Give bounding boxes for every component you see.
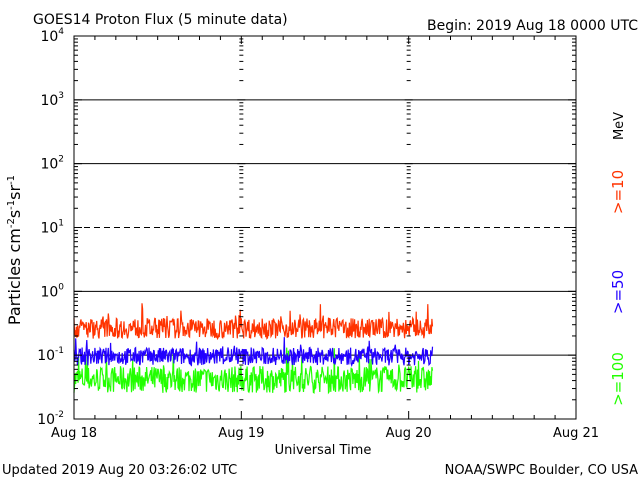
y-tick-label-exponent: -1 bbox=[55, 346, 64, 356]
y-tick-label-base: 10 bbox=[37, 412, 55, 428]
y-tick-label-exponent: 0 bbox=[58, 282, 64, 292]
updated-timestamp: Updated 2019 Aug 20 03:26:02 UTC bbox=[2, 463, 237, 478]
y-axis-label: Particles cm-2s-1sr-1 bbox=[5, 175, 24, 325]
series-traces bbox=[73, 303, 434, 395]
y-tick-label-base: 10 bbox=[40, 29, 58, 45]
y-tick-label: 102 bbox=[40, 155, 64, 173]
x-tick-label: Aug 19 bbox=[218, 426, 264, 441]
y-tick-label-base: 10 bbox=[40, 93, 58, 109]
y-tick-label: 104 bbox=[40, 27, 64, 45]
chart-title: GOES14 Proton Flux (5 minute data) bbox=[33, 12, 288, 28]
legend: MeV >=10 >=50 >=100 bbox=[609, 112, 627, 406]
axes bbox=[73, 35, 577, 420]
y-tick-label: 10-1 bbox=[37, 346, 64, 364]
source-attribution: NOAA/SWPC Boulder, CO USA bbox=[445, 463, 638, 478]
series-line bbox=[73, 337, 434, 368]
y-tick-label: 100 bbox=[40, 282, 64, 300]
y-tick-label-exponent: 4 bbox=[58, 27, 64, 37]
y-tick-label: 101 bbox=[40, 219, 64, 237]
begin-label: Begin: 2019 Aug 18 0000 UTC bbox=[427, 18, 638, 34]
y-tick-label-base: 10 bbox=[40, 157, 58, 173]
y-tick-label-exponent: 2 bbox=[58, 155, 64, 165]
y-tick-label: 103 bbox=[40, 91, 64, 109]
y-tick-label-exponent: 1 bbox=[58, 219, 64, 229]
legend-series-ge10: >=10 bbox=[609, 170, 627, 214]
legend-series-ge100: >=100 bbox=[609, 352, 627, 406]
series-line bbox=[73, 303, 434, 341]
y-tick-label-base: 10 bbox=[40, 284, 58, 300]
legend-series-ge50: >=50 bbox=[609, 270, 627, 314]
y-tick-label-exponent: 3 bbox=[58, 91, 64, 101]
legend-unit-mev: MeV bbox=[612, 112, 627, 140]
y-tick-label-base: 10 bbox=[37, 348, 55, 364]
y-tick-label: 10-2 bbox=[37, 410, 64, 428]
series-line bbox=[73, 347, 434, 395]
x-tick-labels: Aug 18 Aug 19 Aug 20 Aug 21 bbox=[51, 426, 599, 441]
x-tick-label: Aug 21 bbox=[553, 426, 599, 441]
reference-lines bbox=[74, 99, 576, 356]
y-tick-label-exponent: -2 bbox=[55, 410, 64, 420]
x-tick-label: Aug 20 bbox=[386, 426, 432, 441]
y-tick-label-base: 10 bbox=[40, 221, 58, 237]
x-tick-label: Aug 18 bbox=[51, 426, 97, 441]
x-axis-label: Universal Time bbox=[275, 443, 372, 458]
